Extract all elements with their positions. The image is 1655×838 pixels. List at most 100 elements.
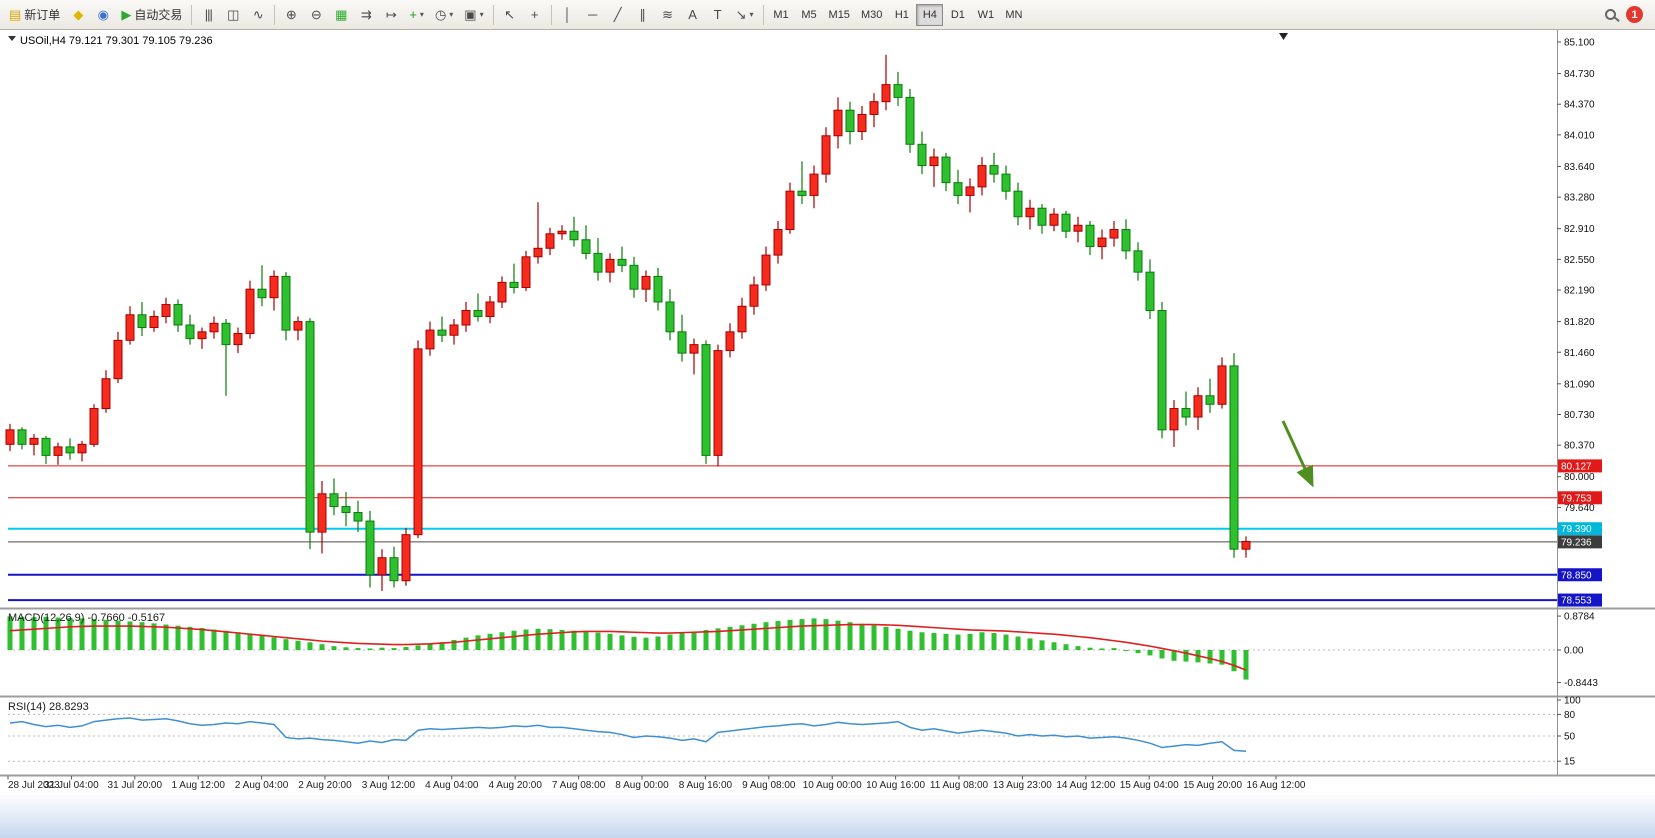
- candle: [929, 148, 939, 187]
- timeframe-h1-button[interactable]: H1: [888, 4, 915, 26]
- timeframe-m15-button[interactable]: M15: [824, 4, 855, 26]
- chart-window-button[interactable]: ◆: [66, 3, 90, 27]
- svg-text:79.236: 79.236: [1561, 537, 1592, 548]
- crosshair-button[interactable]: +: [523, 3, 547, 27]
- vertical-line-button[interactable]: │: [556, 3, 580, 27]
- chart-shift-button[interactable]: ↦: [379, 3, 403, 27]
- candle: [365, 510, 375, 588]
- cursor-button[interactable]: ↖: [498, 3, 522, 27]
- rsi-label: RSI(14) 28.8293: [8, 701, 89, 713]
- text-button[interactable]: A: [681, 3, 705, 27]
- svg-text:84.010: 84.010: [1564, 130, 1595, 141]
- dropdown-arrow-icon: ▾: [479, 10, 484, 19]
- candle: [605, 253, 615, 283]
- fibonacci-button[interactable]: ≋: [656, 3, 680, 27]
- timeframe-m1-button[interactable]: M1: [768, 4, 795, 26]
- candle: [1229, 353, 1239, 558]
- auto-trading-button-label: 自动交易: [134, 8, 183, 22]
- candle: [5, 423, 15, 452]
- periods-button[interactable]: ◷ ▾: [430, 3, 458, 27]
- timeframe-mn-button[interactable]: MN: [1000, 4, 1027, 26]
- chart-symbol-header: USOil,H4 79.121 79.301 79.105 79.236: [20, 35, 213, 47]
- candle: [725, 323, 735, 358]
- svg-text:14 Aug 12:00: 14 Aug 12:00: [1056, 780, 1115, 790]
- svg-text:80.370: 80.370: [1564, 441, 1595, 452]
- auto-trading-button[interactable]: ▶ 自动交易: [116, 3, 187, 27]
- candle: [101, 370, 111, 413]
- candle: [377, 549, 387, 591]
- horizontal-line-icon: ─: [588, 7, 598, 22]
- dropdown-arrow-icon: ▾: [449, 10, 454, 19]
- channel-icon: ∥: [639, 7, 646, 22]
- candle: [65, 438, 75, 460]
- candle: [317, 480, 327, 554]
- candle: [977, 157, 987, 196]
- bar-chart-button[interactable]: |||: [196, 3, 220, 27]
- macd-layer: [7, 616, 1249, 680]
- indicators-button[interactable]: + ▾: [404, 3, 429, 27]
- label-button[interactable]: T: [706, 3, 730, 27]
- candle: [1037, 203, 1047, 234]
- window-menu-icon[interactable]: [8, 36, 16, 41]
- toolbar-right-group: 1: [1605, 6, 1651, 23]
- candle: [1073, 216, 1083, 243]
- candle: [437, 316, 447, 343]
- label-icon: T: [713, 7, 722, 22]
- candlestick-chart-button[interactable]: ◫: [221, 3, 245, 27]
- svg-text:8 Aug 16:00: 8 Aug 16:00: [679, 780, 733, 790]
- search-icon[interactable]: [1605, 9, 1616, 20]
- candle: [1013, 182, 1023, 226]
- horizontal-lines-layer[interactable]: [8, 465, 1557, 602]
- timeframe-h4-button[interactable]: H4: [916, 3, 944, 26]
- templates-button[interactable]: ▣ ▾: [459, 3, 488, 27]
- line-chart-button[interactable]: ∿: [246, 3, 270, 27]
- candle: [869, 93, 879, 128]
- candle: [233, 327, 243, 354]
- tile-windows-button[interactable]: ▦: [329, 3, 353, 27]
- trendline-button[interactable]: ╱: [606, 3, 630, 27]
- timeframe-m5-button[interactable]: M5: [796, 4, 823, 26]
- candle: [1121, 219, 1131, 260]
- price-tag-80.127: 80.127: [1558, 459, 1602, 473]
- candle: [545, 227, 555, 256]
- svg-text:4 Aug 20:00: 4 Aug 20:00: [489, 780, 543, 790]
- candlestick-icon: ◫: [227, 7, 240, 22]
- candle: [389, 546, 399, 588]
- svg-text:82.550: 82.550: [1564, 255, 1595, 266]
- zoom-in-button[interactable]: ⊕: [279, 3, 303, 27]
- timeframe-m30-button[interactable]: M30: [856, 4, 887, 26]
- cursor-icon: ↖: [504, 7, 516, 22]
- auto-scroll-button[interactable]: ⇉: [354, 3, 378, 27]
- bar-chart-icon: |||: [204, 7, 213, 22]
- svg-text:79.390: 79.390: [1561, 524, 1592, 535]
- macd-label: MACD(12,26,9) -0.7660 -0.5167: [8, 612, 165, 624]
- horizontal-scrollbar[interactable]: [0, 795, 1655, 838]
- notification-badge[interactable]: 1: [1626, 6, 1643, 23]
- market-watch-button[interactable]: ◉: [91, 3, 115, 27]
- panel-separators[interactable]: [0, 607, 1655, 777]
- arrows-button[interactable]: ↘ ▾: [731, 3, 759, 27]
- channel-button[interactable]: ∥: [631, 3, 655, 27]
- timeframe-d1-button[interactable]: D1: [944, 4, 971, 26]
- horizontal-line-button[interactable]: ─: [581, 3, 605, 27]
- candle: [617, 246, 627, 273]
- chart-canvas[interactable]: 85.100 84.730 84.370 84.010 83.640 83.280 82.9…: [0, 30, 1655, 791]
- annotation-arrow[interactable]: [1281, 420, 1314, 488]
- price-axis[interactable]: 85.100 84.730 84.370 84.010 83.640 83.280 82.9…: [1557, 30, 1602, 775]
- timeframe-w1-button[interactable]: W1: [972, 4, 999, 26]
- zoom-out-button[interactable]: ⊖: [304, 3, 328, 27]
- candle: [785, 182, 795, 234]
- new-order-button[interactable]: ▤ 新订单: [4, 3, 65, 27]
- candle: [401, 527, 411, 586]
- candle: [221, 319, 231, 396]
- svg-text:78.850: 78.850: [1561, 570, 1592, 581]
- candle: [737, 297, 747, 339]
- toolbar-separator: [191, 4, 193, 25]
- chart-shift-marker-icon[interactable]: [1279, 33, 1288, 40]
- candle: [641, 270, 651, 302]
- candle: [497, 276, 507, 308]
- svg-text:79.640: 79.640: [1564, 503, 1595, 514]
- candle: [581, 225, 591, 260]
- candle: [89, 404, 99, 447]
